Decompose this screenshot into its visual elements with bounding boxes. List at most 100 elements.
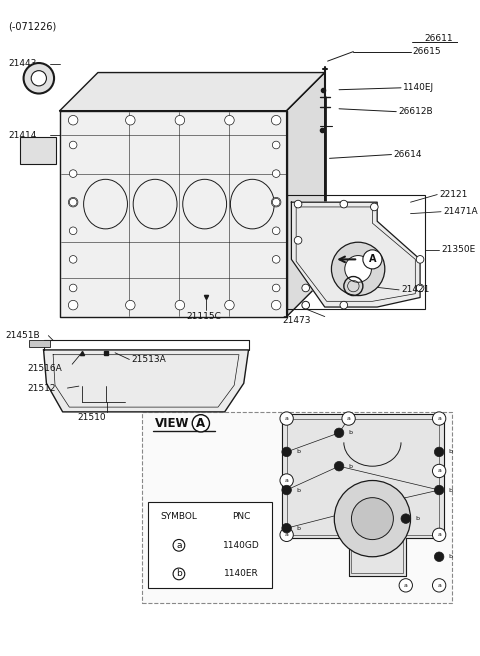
Circle shape <box>416 256 424 263</box>
Circle shape <box>271 197 281 207</box>
Circle shape <box>401 514 410 523</box>
Circle shape <box>345 256 372 282</box>
Text: a: a <box>437 583 441 588</box>
Circle shape <box>271 300 281 310</box>
Text: 21473: 21473 <box>282 316 311 325</box>
Text: 21510: 21510 <box>77 413 106 422</box>
Circle shape <box>334 461 344 471</box>
Circle shape <box>69 141 77 149</box>
Circle shape <box>351 498 394 540</box>
Text: b: b <box>449 554 453 560</box>
Text: b: b <box>296 487 300 493</box>
Circle shape <box>271 115 281 125</box>
Text: 1140GD: 1140GD <box>223 541 259 550</box>
Circle shape <box>272 227 280 235</box>
Circle shape <box>432 464 446 478</box>
Circle shape <box>434 447 444 457</box>
Circle shape <box>302 301 310 309</box>
Polygon shape <box>44 350 249 412</box>
Circle shape <box>434 485 444 495</box>
Circle shape <box>68 300 78 310</box>
Text: 26612B: 26612B <box>398 107 433 116</box>
Text: 21414: 21414 <box>8 131 36 140</box>
Text: b: b <box>415 516 420 521</box>
Circle shape <box>126 300 135 310</box>
Text: 21451B: 21451B <box>5 331 40 340</box>
Circle shape <box>272 170 280 177</box>
Text: VIEW: VIEW <box>155 417 190 430</box>
Text: 22121: 22121 <box>439 190 468 199</box>
Bar <box>20 137 56 164</box>
Circle shape <box>69 256 77 263</box>
Circle shape <box>371 203 378 211</box>
Circle shape <box>280 528 293 541</box>
Circle shape <box>340 200 348 208</box>
Text: 21471A: 21471A <box>443 207 478 216</box>
Circle shape <box>342 412 355 425</box>
Circle shape <box>434 552 444 562</box>
Circle shape <box>225 115 234 125</box>
Text: SYMBOL: SYMBOL <box>160 512 197 522</box>
Circle shape <box>272 256 280 263</box>
Text: A: A <box>369 255 376 264</box>
Text: 21115C: 21115C <box>187 312 221 321</box>
Circle shape <box>280 412 293 425</box>
Circle shape <box>334 480 410 557</box>
Polygon shape <box>291 202 420 307</box>
Circle shape <box>272 141 280 149</box>
Text: PNC: PNC <box>232 512 250 522</box>
Text: 21350E: 21350E <box>441 245 475 255</box>
Circle shape <box>432 412 446 425</box>
Circle shape <box>68 115 78 125</box>
Text: b: b <box>348 430 353 436</box>
Text: b: b <box>449 449 453 455</box>
Text: a: a <box>285 532 288 537</box>
Text: 21516A: 21516A <box>27 365 62 373</box>
Bar <box>148 502 272 588</box>
Circle shape <box>126 115 135 125</box>
Text: (-071226): (-071226) <box>8 22 57 31</box>
Text: a: a <box>437 532 441 537</box>
Text: a: a <box>285 478 288 483</box>
Circle shape <box>432 579 446 592</box>
Polygon shape <box>282 414 444 576</box>
Circle shape <box>363 250 382 269</box>
Bar <box>29 340 50 347</box>
Circle shape <box>69 284 77 292</box>
Circle shape <box>272 198 280 206</box>
Polygon shape <box>287 73 325 317</box>
Circle shape <box>294 200 302 208</box>
Circle shape <box>399 579 412 592</box>
Circle shape <box>69 227 77 235</box>
Text: 1140EJ: 1140EJ <box>403 83 434 92</box>
Circle shape <box>282 447 291 457</box>
Circle shape <box>280 474 293 487</box>
Circle shape <box>69 170 77 177</box>
Circle shape <box>302 284 310 292</box>
Text: 21443: 21443 <box>8 60 36 68</box>
Bar <box>142 412 452 602</box>
Circle shape <box>68 197 78 207</box>
Circle shape <box>331 242 385 296</box>
Text: a: a <box>404 583 408 588</box>
Circle shape <box>175 115 185 125</box>
Polygon shape <box>60 73 325 111</box>
Circle shape <box>282 523 291 533</box>
Text: 21421: 21421 <box>401 285 430 295</box>
Circle shape <box>31 71 47 86</box>
Text: 26615: 26615 <box>412 47 441 56</box>
Circle shape <box>272 284 280 292</box>
Text: 1140ER: 1140ER <box>224 569 258 579</box>
Text: b: b <box>449 487 453 493</box>
Text: 21513A: 21513A <box>131 355 166 364</box>
Circle shape <box>175 300 185 310</box>
Polygon shape <box>60 111 287 317</box>
Text: a: a <box>437 416 441 421</box>
Circle shape <box>69 198 77 206</box>
Text: b: b <box>296 525 300 531</box>
Text: a: a <box>437 468 441 474</box>
Circle shape <box>294 237 302 244</box>
Text: 26614: 26614 <box>394 150 422 159</box>
Text: A: A <box>196 417 205 430</box>
Text: b: b <box>176 569 182 579</box>
